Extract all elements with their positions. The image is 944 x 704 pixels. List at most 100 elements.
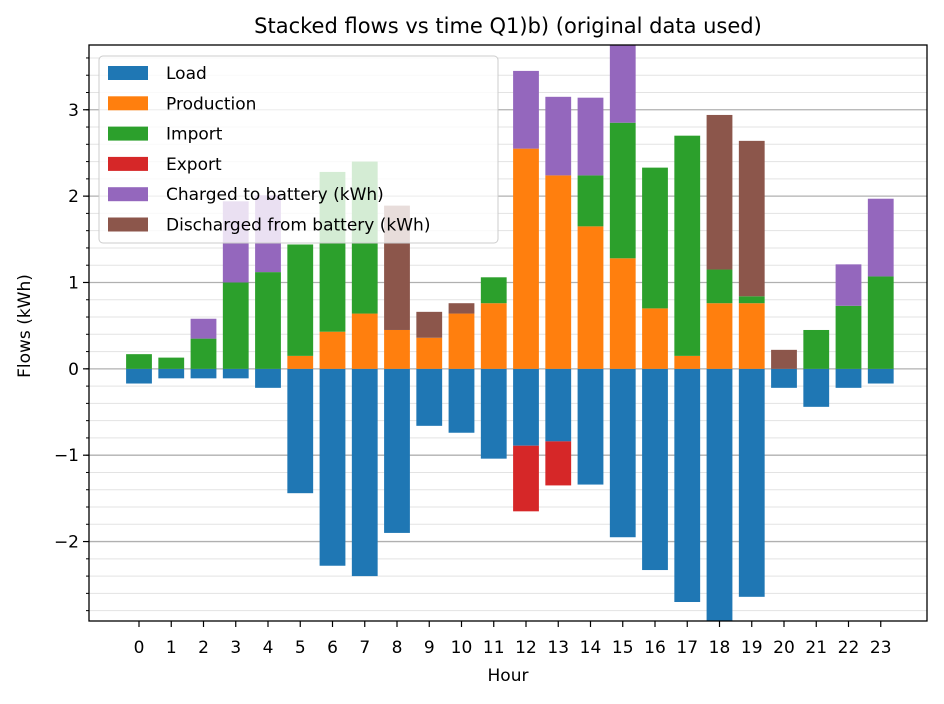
x-tick-label: 7 [359,638,370,658]
x-tick-label: 23 [870,638,892,658]
bar-segment [384,329,410,369]
x-tick-label: 18 [709,638,731,658]
legend: Load Production Import Export Charged to bat… [98,55,499,244]
bar-segment [642,368,668,571]
bar-segment [190,318,217,339]
bar-segment [158,357,185,369]
bar-segment [319,331,346,369]
bar-segment [480,277,507,304]
bar-segment [545,368,572,442]
x-tick-label: 5 [295,638,306,658]
legend-label: Load [166,64,207,84]
bar-segment [448,368,475,433]
bars-layer [126,45,894,621]
x-tick-label: 22 [838,638,860,658]
bar-segment [609,368,636,538]
bar-segment [835,264,862,306]
bar-segment [480,303,507,369]
x-tick-label: 6 [327,638,338,658]
bar-segment [738,303,765,369]
x-tick-label: 19 [741,638,763,658]
bar-segment [706,269,733,304]
y-tick-label: 2 [68,187,79,207]
bar-segment [835,368,862,388]
bar-segment [448,313,475,369]
x-tick-label: 8 [392,638,403,658]
x-tick-label: 4 [263,638,274,658]
y-tick-label: 0 [68,360,79,380]
plot-frame [88,44,928,622]
legend-swatch [108,66,148,80]
x-tick-label: 20 [773,638,795,658]
bar-segment [706,303,733,369]
bar-segment [190,338,217,369]
bar-segment [126,354,152,369]
bar-segment [577,226,604,369]
bar-segment [222,282,249,369]
bar-segment [642,167,668,309]
x-tick-label: 10 [451,638,473,658]
bar-segment [513,148,539,369]
bar-segment [835,305,862,369]
x-tick-label: 16 [644,638,666,658]
bar-segment [287,244,314,356]
legend-swatch [108,187,148,202]
bar-segment [609,45,636,123]
bar-segment [738,140,765,297]
legend-label: Discharged from battery (kWh) [166,216,430,236]
legend-box [98,55,499,244]
bar-segment [545,96,572,176]
legend-swatch [108,126,148,141]
x-axis-label: Hour [488,666,529,686]
legend-label: Export [166,155,222,175]
bar-segment [190,368,217,379]
bar-segment [706,368,733,621]
legend-label: Charged to battery (kWh) [166,185,384,205]
bar-segment [706,114,733,270]
bar-segment [416,337,443,369]
x-tick-label: 12 [515,638,537,658]
legend-label: Import [166,125,223,145]
bar-segment [771,368,797,388]
legend-swatch [108,96,148,111]
x-tick-label: 15 [612,638,634,658]
bar-segment [577,368,604,485]
x-tick-label: 1 [166,638,177,658]
x-tick-label: 3 [230,638,241,658]
bar-segment [384,368,410,533]
bar-segment [351,368,378,577]
x-tick-label: 9 [424,638,435,658]
bar-segment [771,349,797,369]
bar-segment [287,355,314,369]
bar-segment [803,329,830,369]
bar-segment [158,368,185,379]
legend-swatch [108,156,148,171]
legend-swatch [108,217,148,232]
bar-segment [867,276,894,369]
bar-segment [867,198,894,277]
bar-segment [642,308,668,369]
bar-segment [545,175,572,369]
bar-segment [287,368,314,494]
x-tick-label: 21 [805,638,827,658]
y-axis-label: Flows (kWh) [15,274,35,378]
legend-label: Production [166,94,256,114]
bar-segment [351,313,378,369]
y-tick-label: −2 [54,533,79,553]
y-tick-label: −1 [54,446,79,466]
bar-segment [609,258,636,369]
y-tick-label: 3 [68,101,79,121]
y-tick-label: 1 [68,273,79,293]
bar-segment [738,296,765,304]
x-tick-label: 2 [198,638,209,658]
bar-segment [674,135,701,356]
bar-segment [448,303,475,314]
x-tick-label: 13 [547,638,569,658]
bar-segment [255,368,281,388]
bar-segment [867,368,894,384]
x-tick-label: 0 [134,638,145,658]
bar-segment [513,368,539,446]
bar-segment [738,368,765,597]
